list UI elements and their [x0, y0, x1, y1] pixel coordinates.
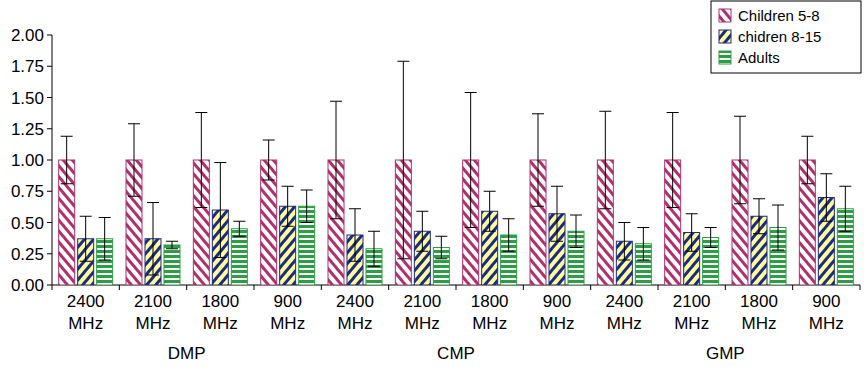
plot-area: [59, 61, 854, 285]
error-bar: [195, 113, 207, 208]
error-bar: [349, 209, 361, 262]
error-bar: [282, 186, 294, 226]
error-bar: [734, 116, 746, 204]
y-tick: [47, 222, 52, 223]
error-bar: [80, 216, 92, 261]
x-tick-label: 2100MHz: [673, 292, 711, 333]
error-bar: [532, 114, 544, 207]
error-bar: [772, 205, 784, 250]
error-bar: [301, 190, 313, 223]
error-bar: [147, 203, 159, 276]
error-bar: [705, 228, 717, 248]
error-bar: [99, 218, 111, 261]
error-bar: [368, 231, 380, 266]
y-tick: [47, 35, 52, 36]
error-bar: [686, 214, 698, 252]
error-bar: [465, 93, 477, 228]
y-tick-label: 0.00: [11, 276, 44, 295]
x-tick-label: 900MHz: [540, 292, 575, 333]
error-bar: [416, 211, 428, 251]
legend-swatch: [719, 51, 731, 64]
error-bar: [839, 186, 851, 231]
x-tick: [792, 285, 793, 290]
error-bar: [570, 215, 582, 248]
x-tick: [725, 285, 726, 290]
y-tick: [47, 191, 52, 192]
y-tick-label: 0.50: [11, 214, 44, 233]
axes: 0.00 0.25 0.50 0.75 1.00 1.25 1.50 1.75 2.00 2400…: [11, 26, 860, 363]
y-tick-label: 2.00: [11, 26, 44, 45]
x-tick-label: 2400MHz: [605, 292, 643, 333]
y-tick: [47, 66, 52, 67]
series: [59, 61, 816, 285]
x-tick: [523, 285, 524, 290]
error-bar: [503, 219, 515, 252]
series: [97, 186, 854, 285]
legend-swatch: [719, 9, 731, 22]
legend-swatch: [719, 30, 731, 43]
error-bar: [551, 186, 563, 241]
y-tick: [47, 160, 52, 161]
x-tick: [321, 285, 322, 290]
legend-label: Children 5-8: [738, 7, 820, 24]
series: [78, 163, 835, 286]
bar: [164, 245, 180, 285]
error-bar: [330, 101, 342, 219]
error-bar: [753, 199, 765, 234]
group-label: GMP: [706, 344, 745, 363]
error-bar: [618, 223, 630, 261]
error-bar: [233, 221, 245, 236]
error-bar: [435, 236, 447, 259]
x-tick-label: 2100MHz: [403, 292, 441, 333]
error-bar: [599, 111, 611, 209]
error-bar: [667, 113, 679, 208]
x-tick-label: 2100MHz: [134, 292, 172, 333]
error-bar: [637, 228, 649, 261]
bar: [231, 229, 247, 285]
error-bar: [397, 61, 409, 259]
legend-box: [711, 1, 861, 73]
y-tick-label: 1.75: [11, 57, 44, 76]
error-bar: [214, 163, 226, 258]
y-tick-label: 1.25: [11, 120, 44, 139]
x-tick-label: 900MHz: [809, 292, 844, 333]
y-tick: [47, 128, 52, 129]
x-tick-label: 1800MHz: [471, 292, 509, 333]
x-tick: [860, 285, 861, 290]
x-tick-label: 2400MHz: [336, 292, 374, 333]
legend-label: chidren 8-15: [738, 28, 821, 45]
x-tick: [52, 285, 53, 290]
legend: Children 5-8 chidren 8-15 Adults: [711, 1, 861, 73]
y-tick-label: 1.50: [11, 89, 44, 108]
error-bar: [263, 140, 275, 180]
legend-label: Adults: [738, 49, 780, 66]
x-tick-label: 900MHz: [270, 292, 305, 333]
x-tick-label: 1800MHz: [201, 292, 239, 333]
group-label: DMP: [168, 344, 206, 363]
x-tick: [456, 285, 457, 290]
group-label: CMP: [437, 344, 475, 363]
error-bar: [128, 124, 140, 197]
x-tick: [186, 285, 187, 290]
y-tick: [47, 253, 52, 254]
error-bar: [166, 241, 178, 249]
y-tick-label: 0.75: [11, 182, 44, 201]
y-tick-label: 1.00: [11, 151, 44, 170]
x-tick: [388, 285, 389, 290]
error-bar: [484, 191, 496, 231]
error-bar: [801, 136, 813, 184]
chart: 0.00 0.25 0.50 0.75 1.00 1.25 1.50 1.75 2.00 2400…: [0, 0, 864, 385]
error-bar: [820, 174, 832, 222]
y-tick-label: 0.25: [11, 245, 44, 264]
error-bar: [61, 136, 73, 184]
x-tick: [658, 285, 659, 290]
x-tick: [254, 285, 255, 290]
x-tick: [119, 285, 120, 290]
x-tick-label: 2400MHz: [67, 292, 105, 333]
x-tick: [590, 285, 591, 290]
x-tick-label: 1800MHz: [740, 292, 778, 333]
y-tick: [47, 285, 52, 286]
y-tick: [47, 97, 52, 98]
y-axis: [52, 35, 53, 285]
